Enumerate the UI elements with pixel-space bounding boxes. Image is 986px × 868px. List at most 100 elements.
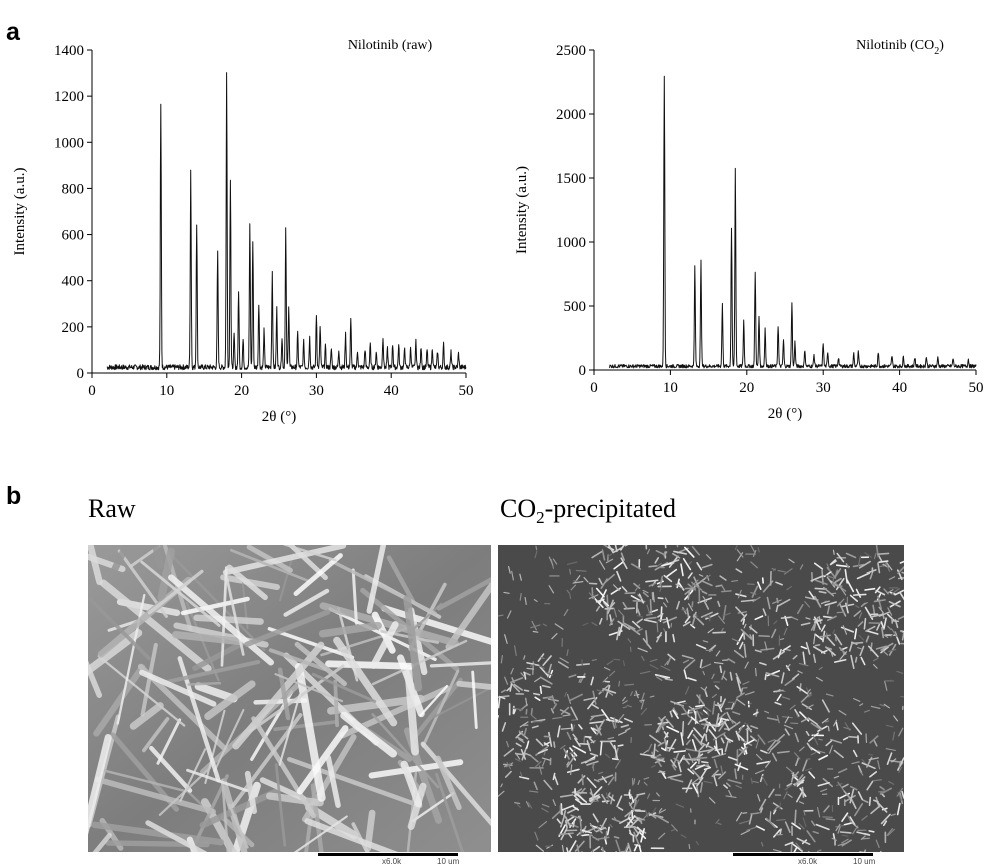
- aggregate-fiber: [780, 803, 781, 809]
- y-tick-label: 400: [62, 274, 85, 290]
- y-axis-title: Intensity (a.u.): [12, 168, 28, 256]
- aggregate-fiber: [815, 645, 819, 646]
- aggregate-fiber: [854, 594, 866, 595]
- y-tick-label: 200: [62, 320, 85, 336]
- aggregate-fiber: [625, 684, 634, 685]
- aggregate-fiber: [667, 748, 674, 749]
- sem-magnification-raw: x6.0k: [382, 857, 401, 866]
- aggregate-fiber: [777, 820, 785, 821]
- axis-frame: [594, 50, 976, 370]
- x-tick-label: 40: [384, 383, 399, 399]
- y-tick-label: 600: [62, 228, 85, 244]
- aggregate-fiber: [576, 570, 586, 571]
- sem-raw-title: Raw: [88, 494, 136, 524]
- aggregate-fiber: [869, 754, 873, 755]
- aggregate-fiber: [689, 844, 690, 848]
- x-tick-label: 0: [88, 383, 96, 399]
- x-tick-label: 30: [309, 383, 324, 399]
- y-tick-label: 500: [564, 299, 587, 315]
- sem-raw-texture: [88, 545, 491, 856]
- aggregate-fiber: [582, 775, 583, 785]
- aggregate-fiber: [585, 737, 591, 738]
- sem-co2-title-sub: 2: [536, 508, 545, 527]
- aggregate-fiber: [619, 681, 620, 686]
- x-tick-label: 50: [969, 380, 984, 396]
- aggregate-fiber: [624, 608, 634, 609]
- aggregate-fiber: [837, 612, 844, 613]
- sem-co2-texture: [498, 545, 904, 856]
- aggregate-fiber: [561, 804, 562, 814]
- aggregate-fiber: [593, 764, 594, 771]
- y-tick-label: 2000: [556, 107, 586, 123]
- x-tick-label: 20: [739, 380, 754, 396]
- aggregate-fiber: [716, 585, 722, 586]
- aggregate-fiber: [525, 690, 529, 691]
- aggregate-fiber: [683, 722, 684, 736]
- aggregate-fiber: [849, 737, 858, 738]
- aggregate-fiber: [515, 803, 520, 804]
- x-axis-title: 2θ (°): [262, 409, 296, 425]
- aggregate-fiber: [819, 739, 822, 740]
- aggregate-fiber: [618, 745, 622, 746]
- aggregate-fiber: [732, 581, 738, 582]
- sem-co2-title-pre: CO: [500, 494, 536, 523]
- xrd-trace: [609, 76, 976, 368]
- aggregate-fiber: [697, 615, 698, 618]
- aggregate-fiber: [856, 658, 857, 662]
- x-axis-title: 2θ (°): [768, 406, 802, 422]
- y-tick-label: 1000: [54, 135, 84, 151]
- axis-frame: [92, 50, 466, 373]
- aggregate-fiber: [870, 798, 871, 806]
- aggregate-fiber: [688, 592, 689, 599]
- sem-raw-title-text: Raw: [88, 494, 136, 523]
- aggregate-fiber: [743, 619, 744, 624]
- aggregate-fiber: [841, 832, 851, 833]
- aggregate-fiber: [646, 545, 647, 549]
- y-tick-label: 0: [77, 366, 85, 382]
- y-tick-label: 1500: [556, 171, 586, 187]
- aggregate-fiber: [527, 668, 534, 669]
- sem-co2-title: CO2-precipitated: [500, 494, 676, 528]
- aggregate-fiber: [623, 707, 626, 708]
- aggregate-fiber: [826, 819, 834, 820]
- aggregate-fiber: [656, 756, 661, 757]
- y-tick-label: 0: [579, 363, 587, 379]
- aggregate-fiber: [744, 633, 745, 639]
- chart-title-end: ): [939, 38, 944, 53]
- sem-image-raw: [88, 545, 491, 856]
- aggregate-fiber: [573, 821, 574, 826]
- x-tick-label: 30: [816, 380, 831, 396]
- aggregate-fiber: [795, 810, 796, 823]
- aggregate-fiber: [781, 617, 791, 618]
- x-tick-label: 10: [159, 383, 174, 399]
- aggregate-fiber: [629, 793, 630, 799]
- sem-scale-line-raw: [318, 853, 458, 856]
- aggregate-fiber: [720, 666, 721, 672]
- aggregate-fiber: [572, 724, 573, 730]
- x-tick-label: 20: [234, 383, 249, 399]
- aggregate-fiber: [561, 728, 570, 729]
- panel-label-b: b: [6, 484, 21, 509]
- aggregate-fiber: [570, 569, 571, 574]
- aggregate-fiber: [533, 632, 538, 633]
- aggregate-fiber: [704, 617, 710, 618]
- xrd-trace: [107, 73, 466, 370]
- sem-magnification-co2: x6.0k: [798, 857, 817, 866]
- aggregate-fiber: [658, 772, 664, 773]
- aggregate-fiber: [770, 812, 771, 821]
- y-tick-label: 1000: [556, 235, 586, 251]
- aggregate-fiber: [649, 566, 657, 567]
- aggregate-fiber: [878, 553, 888, 554]
- aggregate-fiber: [722, 591, 731, 592]
- aggregate-fiber: [702, 762, 708, 763]
- aggregate-fiber: [534, 694, 539, 695]
- y-tick-label: 800: [62, 181, 85, 197]
- aggregate-fiber: [657, 622, 658, 632]
- chart-title: Nilotinib (CO2): [856, 38, 944, 57]
- y-axis-title: Intensity (a.u.): [514, 166, 530, 254]
- aggregate-fiber: [706, 735, 707, 741]
- aggregate-fiber: [536, 546, 537, 549]
